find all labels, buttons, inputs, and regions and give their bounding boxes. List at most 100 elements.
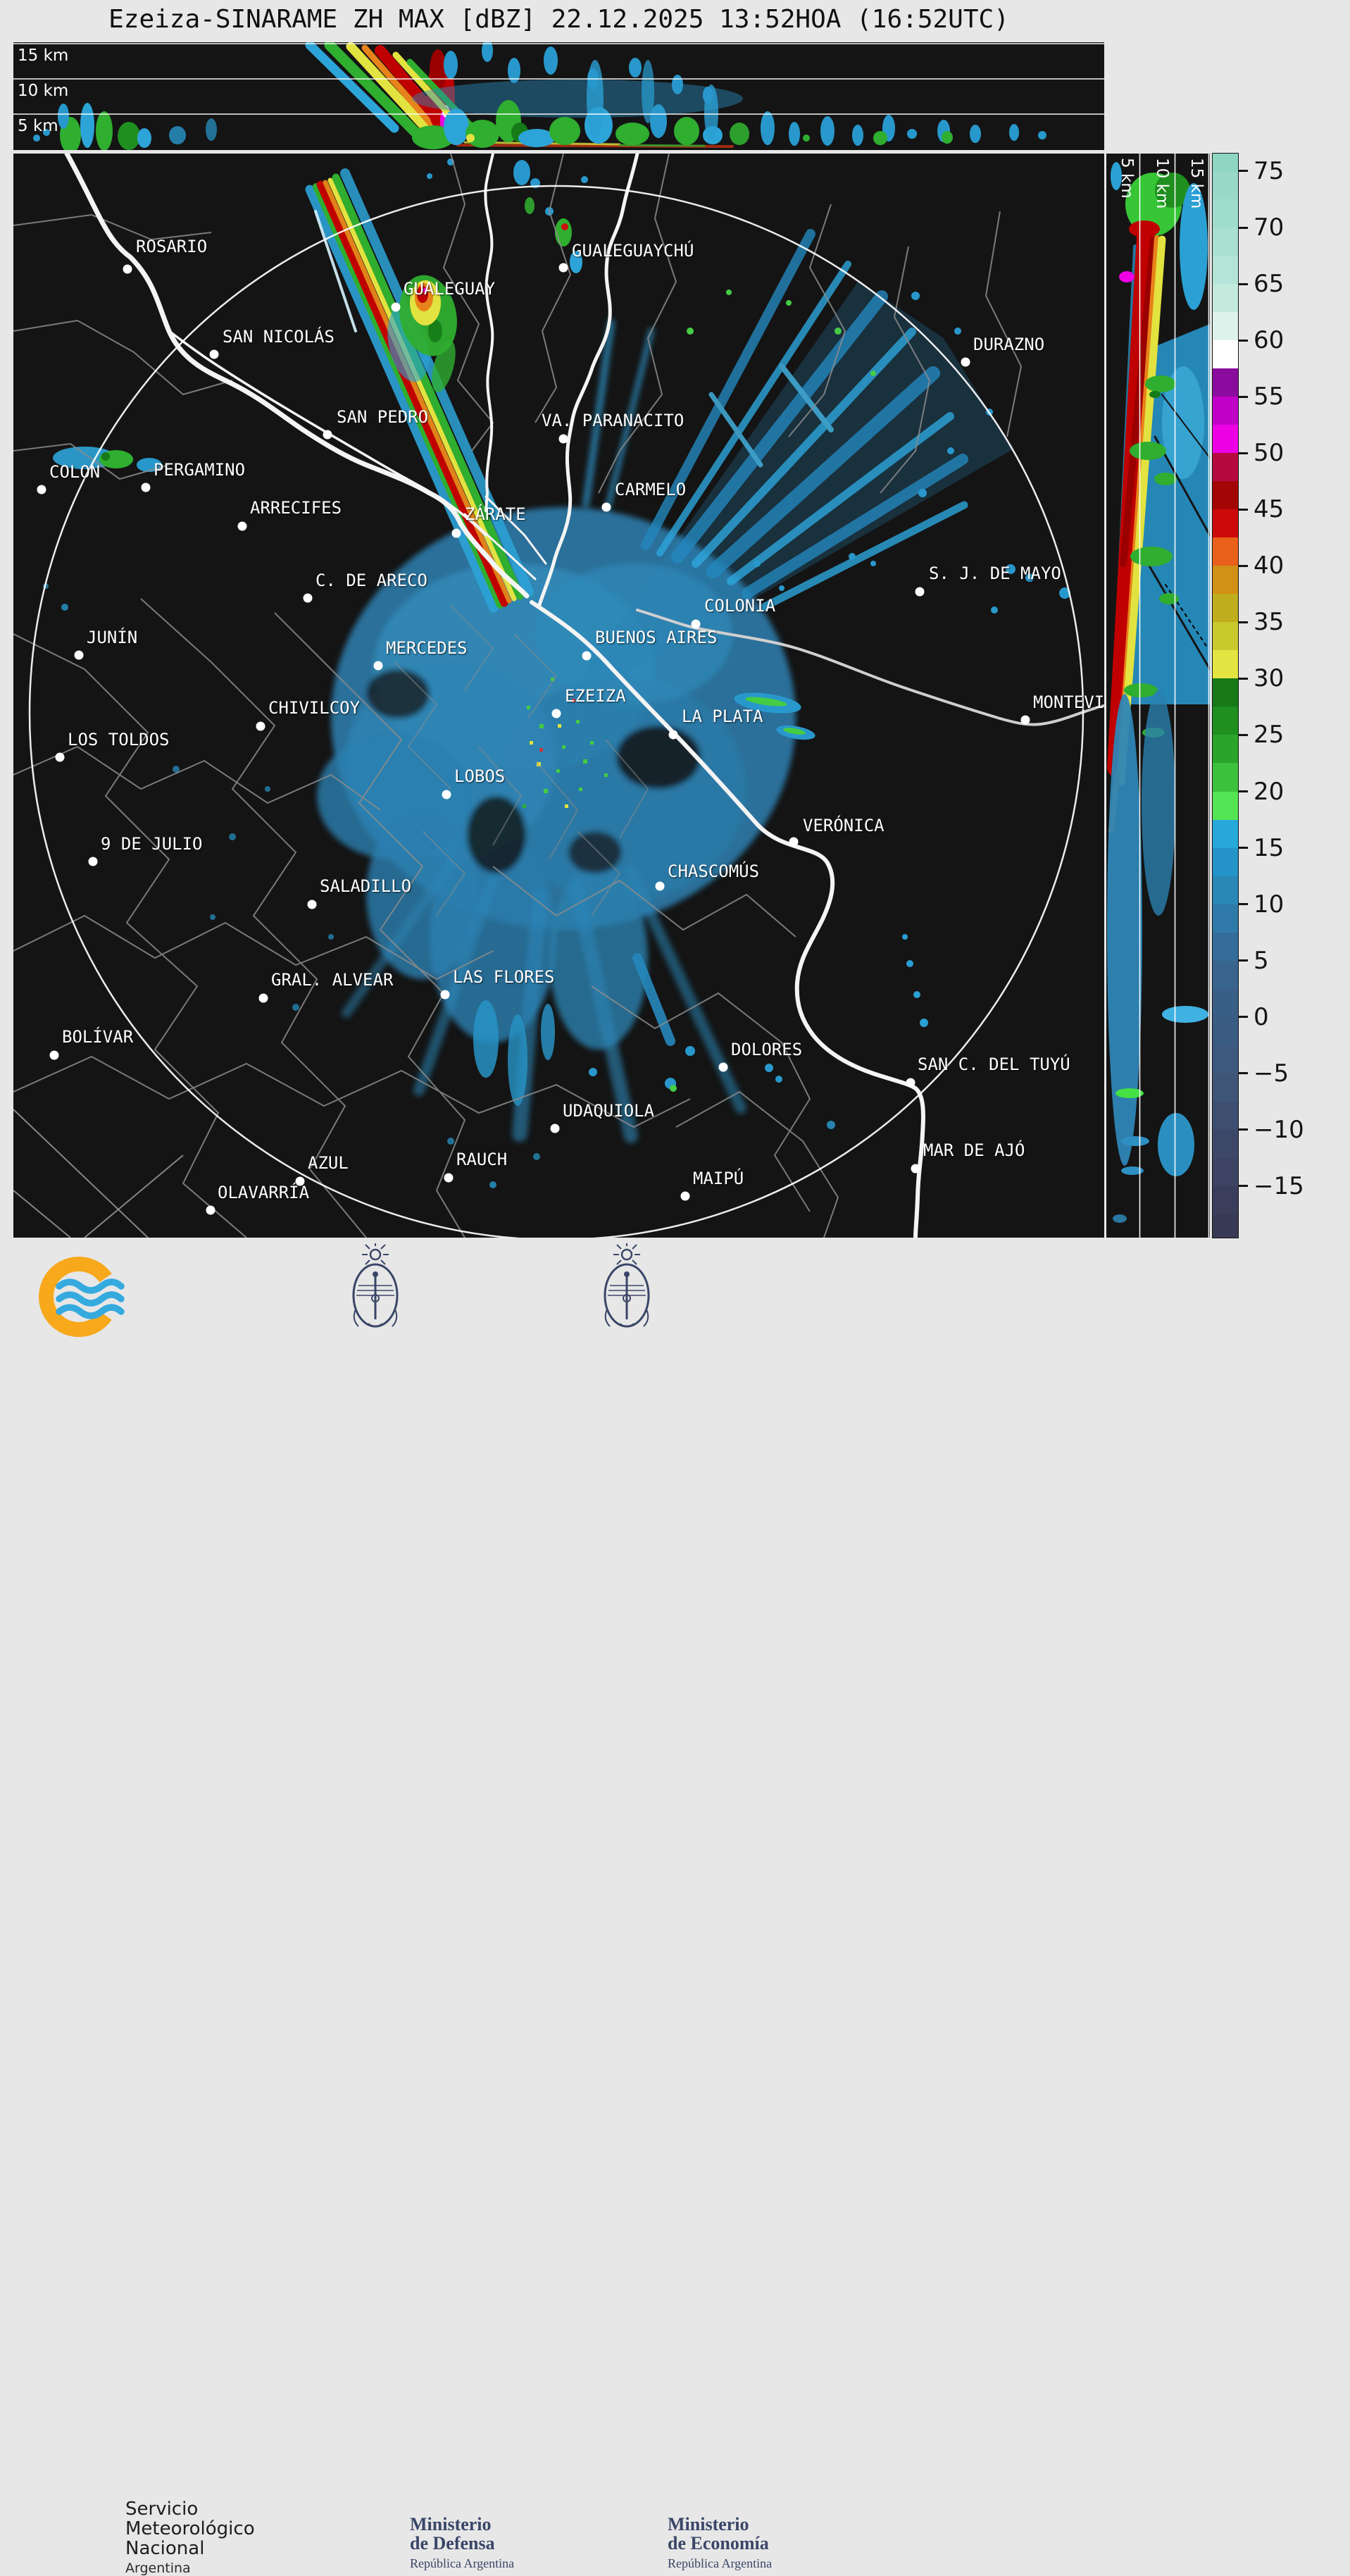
colorbar-segment (1213, 1101, 1238, 1131)
radar-map-graphic (13, 154, 1104, 1238)
colorbar-segment (1213, 847, 1238, 877)
city-label: ZÁRATE (465, 504, 526, 524)
colorbar-segment (1213, 481, 1238, 510)
colorbar-tick-label: 55 (1254, 382, 1285, 411)
colorbar-tick-label: −10 (1254, 1115, 1304, 1144)
colorbar-tick-mark (1238, 339, 1248, 342)
city-dot (718, 1062, 728, 1072)
colorbar-tick-label: 70 (1254, 213, 1285, 242)
city-label: BUENOS AIRES (595, 628, 718, 647)
top-cross-section-panel: 15 km 10 km 5 km (13, 42, 1104, 150)
colorbar-segment (1213, 509, 1238, 538)
city-label: OLAVARRÍA (218, 1183, 310, 1202)
city-dot (49, 1050, 59, 1060)
colorbar-segment (1213, 368, 1238, 397)
colorbar-segment (1213, 735, 1238, 764)
city-label: COLON (49, 462, 101, 482)
smn-line3: Nacional (125, 2538, 205, 2559)
colorbar-tick-mark (1238, 1128, 1248, 1131)
ministry-economia-text: Ministerio de Economía República Argenti… (668, 2515, 772, 2573)
city-label: SAN C. DEL TUYÚ (918, 1054, 1070, 1074)
city-label: CHASCOMÚS (668, 861, 760, 881)
city-dot (558, 434, 568, 444)
city-dot (558, 263, 568, 273)
city-label: LA PLATA (682, 707, 763, 726)
city-label: PERGAMINO (154, 460, 246, 480)
colorbar-tick-mark (1238, 226, 1248, 229)
city-dot (655, 881, 665, 891)
city-dot (551, 709, 561, 718)
colorbar-tick-mark (1238, 452, 1248, 454)
altitude-gridlines (1139, 154, 1210, 1238)
city-label: LOS TOLDOS (68, 730, 170, 749)
colorbar-segment (1213, 932, 1238, 962)
ministry-defensa-text: Ministerio de Defensa República Argentin… (410, 2515, 514, 2573)
top-cross-section-graphic (13, 42, 1104, 150)
smn-waves (56, 1278, 125, 1319)
city-label: SALADILLO (320, 876, 412, 896)
colorbar-segment (1213, 791, 1238, 821)
colorbar-tick-mark (1238, 733, 1248, 736)
city-dot (237, 521, 247, 531)
colorbar-tick-label: 75 (1254, 156, 1285, 185)
city-dot (440, 990, 450, 1000)
colorbar-segment (1213, 904, 1238, 933)
colorbar-tick-label: 0 (1254, 1002, 1269, 1031)
city-dot (691, 619, 701, 629)
city-label: UDAQUIOLA (563, 1101, 655, 1121)
colorbar-segment (1213, 1073, 1238, 1102)
city-dot (88, 857, 98, 866)
right-cross-section-panel: 5 km 10 km 15 km (1106, 154, 1210, 1238)
city-dot (258, 993, 268, 1003)
colorbar-tick-label: 65 (1254, 270, 1285, 299)
city-dot (915, 587, 925, 597)
city-dot (1020, 715, 1030, 725)
smn-line1: Servicio (125, 2499, 199, 2520)
radar-product-page: { "header": { "title": "Ezeiza-SINARAME … (13, 5, 1304, 2576)
city-dot (451, 528, 461, 538)
nnw-storm-streak (305, 168, 534, 613)
city-label: CARMELO (615, 480, 687, 499)
defensa-line3: República Argentina (410, 2556, 515, 2570)
defensa-coat-of-arms (352, 1239, 399, 1328)
colorbar-tick-mark (1238, 959, 1248, 962)
colorbar-tick-label: 20 (1254, 777, 1285, 806)
altitude-label: 5 km (1118, 158, 1136, 199)
colorbar-tick-mark (1238, 677, 1248, 680)
colorbar-segment (1213, 284, 1238, 313)
altitude-label: 5 km (18, 117, 58, 135)
colorbar-tick-mark (1238, 903, 1248, 906)
city-dot (307, 900, 317, 909)
city-dot (906, 1078, 915, 1088)
colorbar-tick-label: 35 (1254, 608, 1285, 637)
colorbar-segment (1213, 678, 1238, 707)
defensa-line1: Ministerio (410, 2514, 492, 2534)
colorbar-tick-label: 25 (1254, 721, 1285, 749)
city-label: S. J. DE MAYO (929, 564, 1061, 583)
colorbar-tick-label: −15 (1254, 1171, 1304, 1200)
city-dot (209, 349, 219, 359)
colorbar-tick-label: 45 (1254, 495, 1285, 524)
colorbar-segment (1213, 453, 1238, 482)
colorbar-segment (1213, 819, 1238, 849)
city-label: CHIVILCOY (268, 698, 361, 718)
city-label: MAR DE AJÓ (923, 1140, 1025, 1160)
economia-coat-of-arms (604, 1239, 650, 1328)
colorbar-segment (1213, 1045, 1238, 1074)
altitude-label: 10 km (18, 82, 69, 100)
south-echo-cells (173, 766, 928, 1188)
smn-line2: Meteorológico (125, 2518, 255, 2539)
colorbar-tick-mark (1238, 395, 1248, 398)
altitude-gridlines (13, 43, 1104, 115)
footer-logos-graphic (39, 1239, 650, 1337)
colorbar-segment (1213, 707, 1238, 735)
colorbar-segment (1213, 622, 1238, 651)
economia-line3: República Argentina (668, 2556, 773, 2570)
colorbar-segment (1213, 340, 1238, 369)
colorbar-tick-mark (1238, 508, 1248, 511)
smn-logo-text: Servicio Meteorológico Nacional Argentin… (125, 2499, 255, 2576)
city-dot (323, 430, 332, 440)
colorbar-tick-label: 5 (1254, 946, 1269, 975)
city-dot (256, 721, 265, 731)
colorbar-segment (1213, 1214, 1238, 1238)
